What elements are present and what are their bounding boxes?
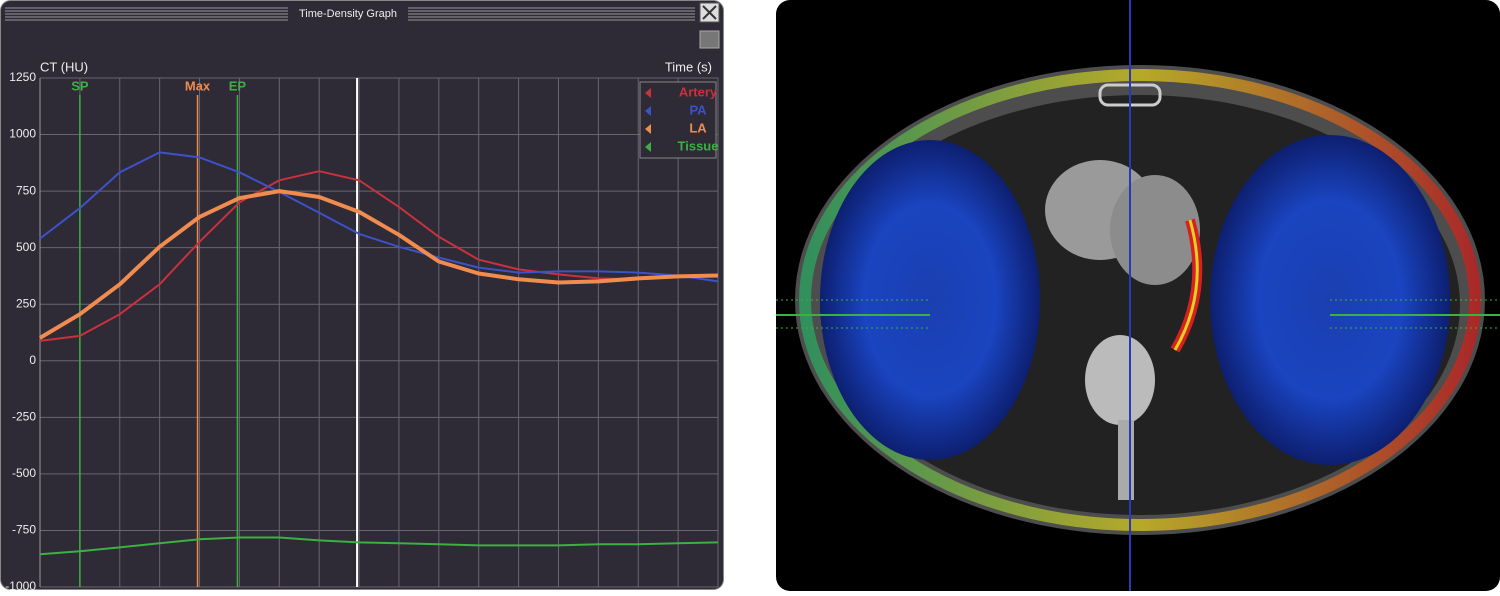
legend-box [639,81,717,159]
dropdown-button[interactable] [699,30,720,49]
marker-label: EP [229,78,247,93]
legend-label: LA [689,120,707,135]
legend-label: PA [689,102,707,117]
y-tick-label: 1250 [9,70,36,84]
legend-label: Artery [679,84,718,99]
legend-icon [645,142,651,152]
close-button[interactable] [699,2,720,23]
ct-image [776,0,1500,591]
marker-label: Max [185,78,211,93]
title-bar [5,7,695,21]
legend-icon [645,106,651,116]
legend-icon [645,124,651,134]
y-tick-label: -500 [12,466,36,480]
legend-icon [645,88,651,98]
y-tick-label: 750 [16,183,36,197]
y-tick-label: -1000 [5,579,36,591]
plot: -1000 -750 -500 -250 0 250 500 750 1000 1250 CT (H… [5,59,719,593]
y-tick-label: 0 [29,353,36,367]
legend-label: Tissue [678,138,719,153]
y-axis-label: CT (HU) [40,59,88,74]
window-title: Time-Density Graph [299,8,397,20]
marker-label: SP [71,78,89,93]
x-axis-label: Time (s) [665,59,712,74]
y-tick-label: 500 [16,240,36,254]
series-line [39,170,718,342]
series-line [39,151,719,283]
series-line [39,536,719,556]
graph-window [0,0,724,590]
y-tick-label: -250 [12,410,36,424]
y-tick-label: 250 [16,296,36,310]
y-tick-label: -750 [12,523,36,537]
y-tick-label: 1000 [9,127,36,141]
series-line [38,189,719,340]
